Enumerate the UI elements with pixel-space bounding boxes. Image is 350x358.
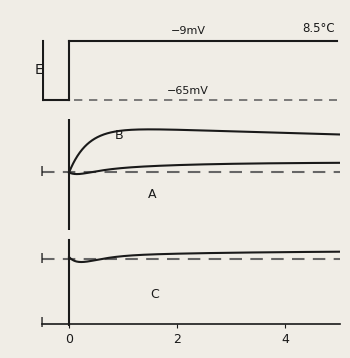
Text: I: I	[40, 165, 44, 179]
Text: C: C	[150, 288, 159, 301]
Text: −65mV: −65mV	[167, 86, 209, 96]
Text: E: E	[34, 63, 43, 77]
Text: 8.5°C: 8.5°C	[302, 22, 335, 35]
Text: −9mV: −9mV	[170, 26, 205, 37]
Text: A: A	[147, 188, 156, 201]
Text: B: B	[115, 129, 124, 141]
Text: I: I	[40, 252, 44, 266]
Text: I: I	[40, 316, 44, 330]
